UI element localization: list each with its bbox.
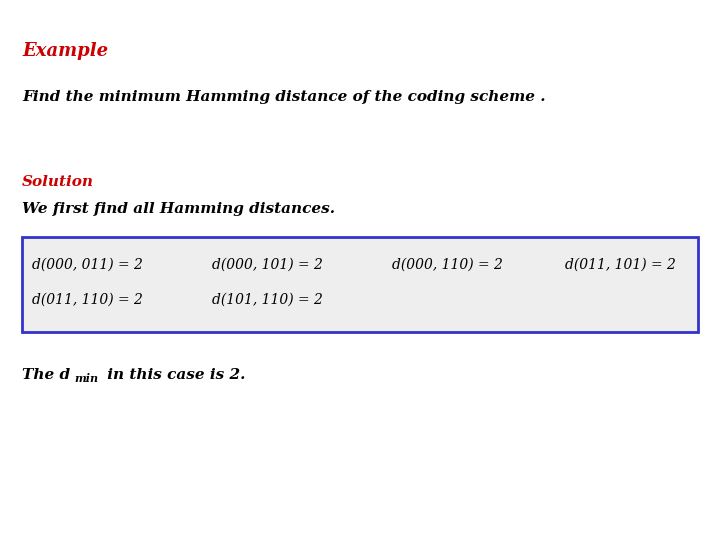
Text: d(011, 101) = 2: d(011, 101) = 2 <box>565 258 676 272</box>
Text: d(000, 110) = 2: d(000, 110) = 2 <box>392 258 503 272</box>
Text: d(000, 011) = 2: d(000, 011) = 2 <box>32 258 143 272</box>
FancyBboxPatch shape <box>22 237 698 332</box>
Text: We first find all Hamming distances.: We first find all Hamming distances. <box>22 202 335 216</box>
Text: The d: The d <box>22 368 70 382</box>
Text: in this case is 2.: in this case is 2. <box>102 368 246 382</box>
Text: d(000, 101) = 2: d(000, 101) = 2 <box>212 258 323 272</box>
Text: Solution: Solution <box>22 175 94 189</box>
Text: Find the minimum Hamming distance of the coding scheme .: Find the minimum Hamming distance of the… <box>22 90 546 104</box>
Text: Example: Example <box>22 42 108 60</box>
Text: d(011, 110) = 2: d(011, 110) = 2 <box>32 293 143 307</box>
Text: min: min <box>74 373 98 384</box>
Text: d(101, 110) = 2: d(101, 110) = 2 <box>212 293 323 307</box>
